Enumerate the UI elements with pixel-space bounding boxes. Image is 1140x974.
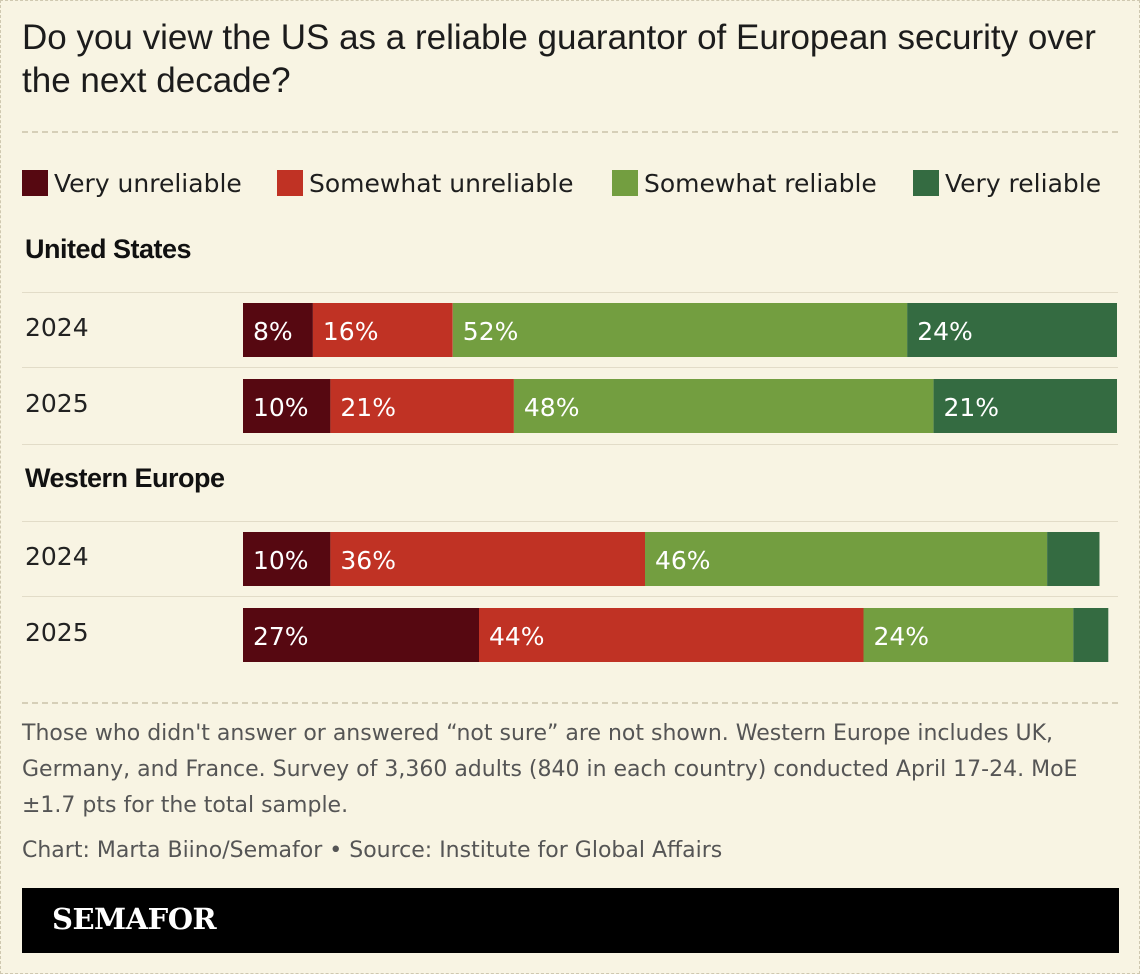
legend-swatch <box>277 170 303 196</box>
bar-segment-very-reliable <box>1047 532 1100 586</box>
bar-value-label: 10% <box>253 546 309 575</box>
notes-divider <box>22 702 1118 704</box>
bar-segment-somewhat-reliable <box>513 379 934 433</box>
row-label-us-2024: 2024 <box>25 313 89 342</box>
footer-band: SEMAFOR <box>22 888 1119 953</box>
chart-note: Those who didn't answer or answered “not… <box>22 721 1078 818</box>
bar-segment-very-unreliable <box>243 532 331 586</box>
legend-swatch <box>22 170 48 196</box>
bar-value-label: 48% <box>524 393 580 422</box>
legend-label: Somewhat unreliable <box>309 168 574 198</box>
bar-segment-somewhat-unreliable <box>479 608 864 662</box>
row-separator <box>22 444 1118 445</box>
row-label-us-2025: 2025 <box>25 389 89 418</box>
bar-value-label: 10% <box>253 393 309 422</box>
legend-label: Somewhat reliable <box>644 168 877 198</box>
legend-item-very-unreliable: Very unreliable <box>22 166 242 200</box>
brand-logo: SEMAFOR <box>52 902 217 936</box>
legend-label: Very unreliable <box>54 168 242 198</box>
bar-segment-very-reliable <box>907 303 1117 357</box>
bar-segment-somewhat-unreliable <box>330 379 514 433</box>
bar-segment-very-unreliable <box>243 379 331 433</box>
bar-value-label: 44% <box>489 622 545 651</box>
chart-title: Do you view the US as a reliable guarant… <box>22 18 1096 100</box>
legend-item-somewhat-reliable: Somewhat reliable <box>612 166 877 200</box>
bar-value-label: 8% <box>253 317 293 346</box>
bar-value-label: 27% <box>253 622 309 651</box>
bar-value-label: 24% <box>874 622 930 651</box>
bar-segment-somewhat-reliable <box>645 532 1047 586</box>
legend-label: Very reliable <box>945 168 1102 198</box>
bar-segment-somewhat-reliable <box>452 303 908 357</box>
bar-value-label: 24% <box>917 317 973 346</box>
bar-value-label: 46% <box>655 546 711 575</box>
row-separator <box>22 596 1118 597</box>
group-heading-western-europe: Western Europe <box>25 463 225 493</box>
row-separator <box>22 367 1118 368</box>
title-divider <box>22 131 1118 133</box>
legend-swatch <box>913 170 939 196</box>
bar-segment-somewhat-unreliable <box>330 532 645 586</box>
group-heading-united-states: United States <box>25 234 192 264</box>
row-label-we-2024: 2024 <box>25 542 89 571</box>
bar-value-label: 36% <box>340 546 396 575</box>
bar-segment-somewhat-reliable <box>863 608 1074 662</box>
legend-item-somewhat-unreliable: Somewhat unreliable <box>277 166 573 200</box>
bar-segment-very-reliable <box>933 379 1117 433</box>
row-separator <box>22 292 1118 293</box>
bar-value-label: 52% <box>463 317 519 346</box>
row-label-we-2025: 2025 <box>25 618 89 647</box>
row-separator <box>22 521 1118 522</box>
legend-item-very-reliable: Very reliable <box>913 166 1101 200</box>
bar-segment-somewhat-unreliable <box>312 303 453 357</box>
bar-value-label: 21% <box>944 393 1000 422</box>
bar-segment-very-unreliable <box>243 608 479 662</box>
bar-segment-very-reliable <box>1073 608 1109 662</box>
bar-value-label: 21% <box>340 393 396 422</box>
chart-credit: Chart: Marta Biino/Semafor • Source: Ins… <box>22 838 723 863</box>
legend-swatch <box>612 170 638 196</box>
bar-value-label: 16% <box>323 317 379 346</box>
bar-segment-very-unreliable <box>243 303 313 357</box>
